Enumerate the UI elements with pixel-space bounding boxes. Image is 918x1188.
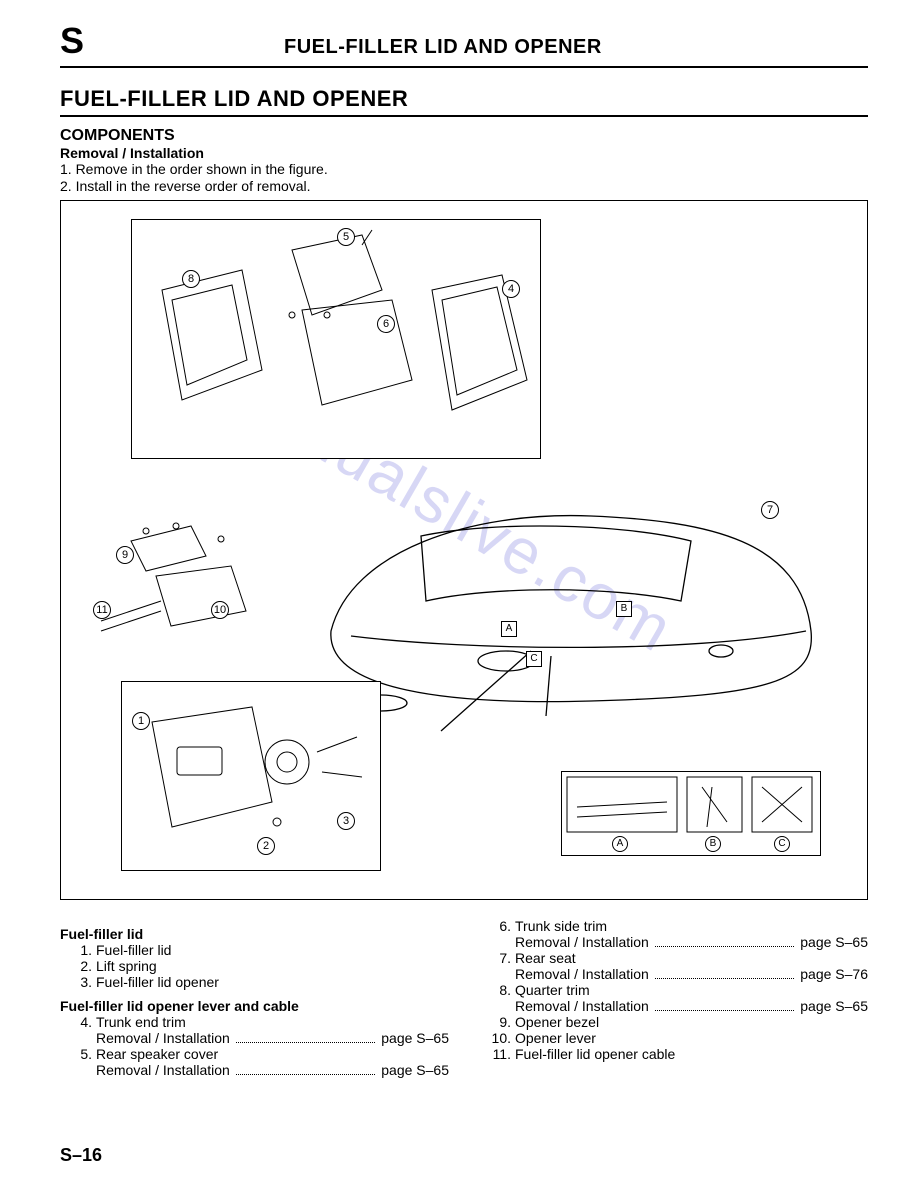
item-label: Trunk end trim	[96, 1014, 449, 1030]
item-num: 7.	[489, 950, 511, 966]
parts-list-columns: Fuel-filler lid 1. Fuel-filler lid 2. Li…	[60, 918, 868, 1078]
callout-8: 8	[182, 270, 200, 288]
item-num: 10.	[489, 1030, 511, 1046]
item-num: 6.	[489, 918, 511, 934]
item-7-ref: Removal / Installation page S–76	[515, 966, 868, 982]
item-num: 8.	[489, 982, 511, 998]
callout-3: 3	[337, 812, 355, 830]
item-num: 3.	[70, 974, 92, 990]
item-3: 3. Fuel-filler lid opener	[70, 974, 449, 990]
detail-ref-b: B	[616, 601, 632, 617]
item-11: 11. Fuel-filler lid opener cable	[489, 1046, 868, 1062]
item-label: Rear speaker cover	[96, 1046, 449, 1062]
abc-detail-strip: A B C	[561, 771, 821, 856]
item-label: Rear seat	[515, 950, 868, 966]
upper-trim-panel-box: 8 5 6 4	[131, 219, 541, 459]
item-num: 2.	[70, 958, 92, 974]
opener-lever-detail: 9 11 10	[91, 501, 281, 651]
removal-installation-heading: Removal / Installation	[60, 145, 868, 161]
ref-label: Removal / Installation	[96, 1062, 230, 1078]
detail-ref-c: C	[526, 651, 542, 667]
callout-11: 11	[93, 601, 111, 619]
group-opener-lever-cable: Fuel-filler lid opener lever and cable	[60, 998, 449, 1014]
item-8-ref: Removal / Installation page S–65	[515, 998, 868, 1014]
item-7: 7. Rear seat	[489, 950, 868, 966]
page-number: S–16	[60, 1145, 102, 1166]
item-label: Quarter trim	[515, 982, 868, 998]
item-num: 11.	[489, 1046, 511, 1062]
ref-label: Removal / Installation	[515, 966, 649, 982]
callout-2: 2	[257, 837, 275, 855]
instruction-2: 2. Install in the reverse order of remov…	[60, 178, 868, 194]
detail-label-b: B	[705, 836, 721, 852]
left-column: Fuel-filler lid 1. Fuel-filler lid 2. Li…	[60, 918, 449, 1078]
ref-label: Removal / Installation	[515, 998, 649, 1014]
ref-dots	[655, 946, 794, 947]
item-num: 4.	[70, 1014, 92, 1030]
ref-page: page S–76	[800, 966, 868, 982]
ref-label: Removal / Installation	[96, 1030, 230, 1046]
item-9: 9. Opener bezel	[489, 1014, 868, 1030]
components-heading: COMPONENTS	[60, 127, 868, 145]
item-5-ref: Removal / Installation page S–65	[96, 1062, 449, 1078]
ref-dots	[655, 1010, 794, 1011]
item-label: Opener bezel	[515, 1014, 868, 1030]
item-label: Lift spring	[96, 958, 449, 974]
item-4-ref: Removal / Installation page S–65	[96, 1030, 449, 1046]
item-label: Opener lever	[515, 1030, 868, 1046]
trim-panels-illustration	[132, 220, 542, 460]
detail-label-c: C	[774, 836, 790, 852]
main-title: FUEL-FILLER LID AND OPENER	[60, 86, 868, 117]
opener-lever-illustration	[91, 501, 281, 651]
item-label: Fuel-filler lid opener cable	[515, 1046, 868, 1062]
detail-label-a: A	[612, 836, 628, 852]
item-4: 4. Trunk end trim	[70, 1014, 449, 1030]
callout-7: 7	[761, 501, 779, 519]
exploded-diagram: manualslive.com 8 5 6 4	[60, 200, 868, 900]
item-num: 1.	[70, 942, 92, 958]
item-5: 5. Rear speaker cover	[70, 1046, 449, 1062]
item-6: 6. Trunk side trim	[489, 918, 868, 934]
ref-page: page S–65	[381, 1062, 449, 1078]
ref-dots	[655, 978, 794, 979]
detail-ref-a: A	[501, 621, 517, 637]
ref-page: page S–65	[381, 1030, 449, 1046]
fuel-lid-illustration	[122, 682, 382, 872]
ref-dots	[236, 1074, 375, 1075]
header-title: FUEL-FILLER LID AND OPENER	[284, 36, 602, 59]
item-1: 1. Fuel-filler lid	[70, 942, 449, 958]
callout-10: 10	[211, 601, 229, 619]
item-label: Trunk side trim	[515, 918, 868, 934]
callout-4: 4	[502, 280, 520, 298]
callout-1: 1	[132, 712, 150, 730]
ref-label: Removal / Installation	[515, 934, 649, 950]
item-6-ref: Removal / Installation page S–65	[515, 934, 868, 950]
group-fuel-filler-lid: Fuel-filler lid	[60, 926, 449, 942]
ref-page: page S–65	[800, 998, 868, 1014]
item-8: 8. Quarter trim	[489, 982, 868, 998]
callout-6: 6	[377, 315, 395, 333]
item-2: 2. Lift spring	[70, 958, 449, 974]
callout-9: 9	[116, 546, 134, 564]
item-num: 9.	[489, 1014, 511, 1030]
instruction-1: 1. Remove in the order shown in the figu…	[60, 161, 868, 177]
ref-page: page S–65	[800, 934, 868, 950]
callout-5: 5	[337, 228, 355, 246]
item-10: 10. Opener lever	[489, 1030, 868, 1046]
ref-dots	[236, 1042, 375, 1043]
item-label: Fuel-filler lid	[96, 942, 449, 958]
item-label: Fuel-filler lid opener	[96, 974, 449, 990]
section-letter: S	[60, 20, 84, 62]
right-column: 6. Trunk side trim Removal / Installatio…	[479, 918, 868, 1078]
page-header: S FUEL-FILLER LID AND OPENER	[60, 20, 868, 68]
fuel-lid-detail-box: 1 2 3	[121, 681, 381, 871]
item-num: 5.	[70, 1046, 92, 1062]
